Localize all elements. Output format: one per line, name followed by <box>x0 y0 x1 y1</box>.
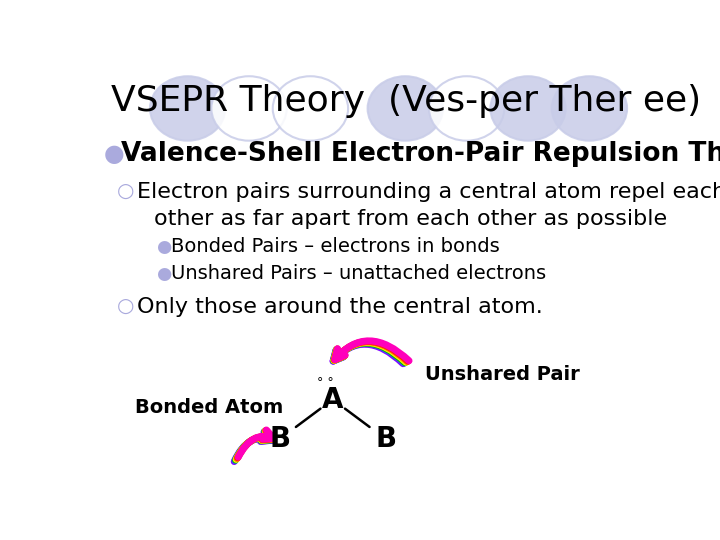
Ellipse shape <box>212 76 287 141</box>
Text: B: B <box>375 425 396 453</box>
FancyArrowPatch shape <box>238 430 274 458</box>
FancyArrowPatch shape <box>334 342 407 362</box>
Text: A: A <box>322 386 343 414</box>
Ellipse shape <box>552 76 627 141</box>
Text: ●: ● <box>157 265 172 283</box>
Text: Unshared Pair: Unshared Pair <box>425 365 580 384</box>
Text: ° °: ° ° <box>317 375 333 389</box>
Text: Bonded Pairs – electrons in bonds: Bonded Pairs – electrons in bonds <box>171 237 500 256</box>
FancyArrowPatch shape <box>238 430 274 457</box>
Text: ●: ● <box>157 238 172 255</box>
Text: ○: ○ <box>117 182 135 201</box>
Text: Electron pairs surrounding a central atom repel each: Electron pairs surrounding a central ato… <box>138 181 720 201</box>
Text: Unshared Pairs – unattached electrons: Unshared Pairs – unattached electrons <box>171 265 546 284</box>
FancyArrowPatch shape <box>234 432 271 462</box>
FancyArrowPatch shape <box>335 341 408 361</box>
Text: ●: ● <box>104 142 125 166</box>
FancyArrowPatch shape <box>334 342 406 362</box>
Ellipse shape <box>490 76 566 141</box>
Text: Only those around the central atom.: Only those around the central atom. <box>138 297 543 317</box>
FancyArrowPatch shape <box>333 344 403 364</box>
Text: VSEPR Theory  (Ves-per Ther ee): VSEPR Theory (Ves-per Ther ee) <box>111 84 701 118</box>
FancyArrowPatch shape <box>235 432 272 461</box>
FancyArrowPatch shape <box>335 341 409 361</box>
Ellipse shape <box>429 76 504 141</box>
Text: B: B <box>269 425 290 453</box>
FancyArrowPatch shape <box>333 343 404 363</box>
Text: Valence-Shell Electron-Pair Repulsion Theory: Valence-Shell Electron-Pair Repulsion Th… <box>121 141 720 167</box>
Text: ○: ○ <box>117 298 135 316</box>
Ellipse shape <box>368 76 443 141</box>
Text: Bonded Atom: Bonded Atom <box>135 399 283 417</box>
Ellipse shape <box>150 76 225 141</box>
Ellipse shape <box>273 76 348 141</box>
FancyArrowPatch shape <box>236 431 273 460</box>
Text: other as far apart from each other as possible: other as far apart from each other as po… <box>154 208 667 228</box>
FancyArrowPatch shape <box>237 431 273 458</box>
FancyArrowPatch shape <box>235 431 272 460</box>
FancyArrowPatch shape <box>333 343 405 363</box>
